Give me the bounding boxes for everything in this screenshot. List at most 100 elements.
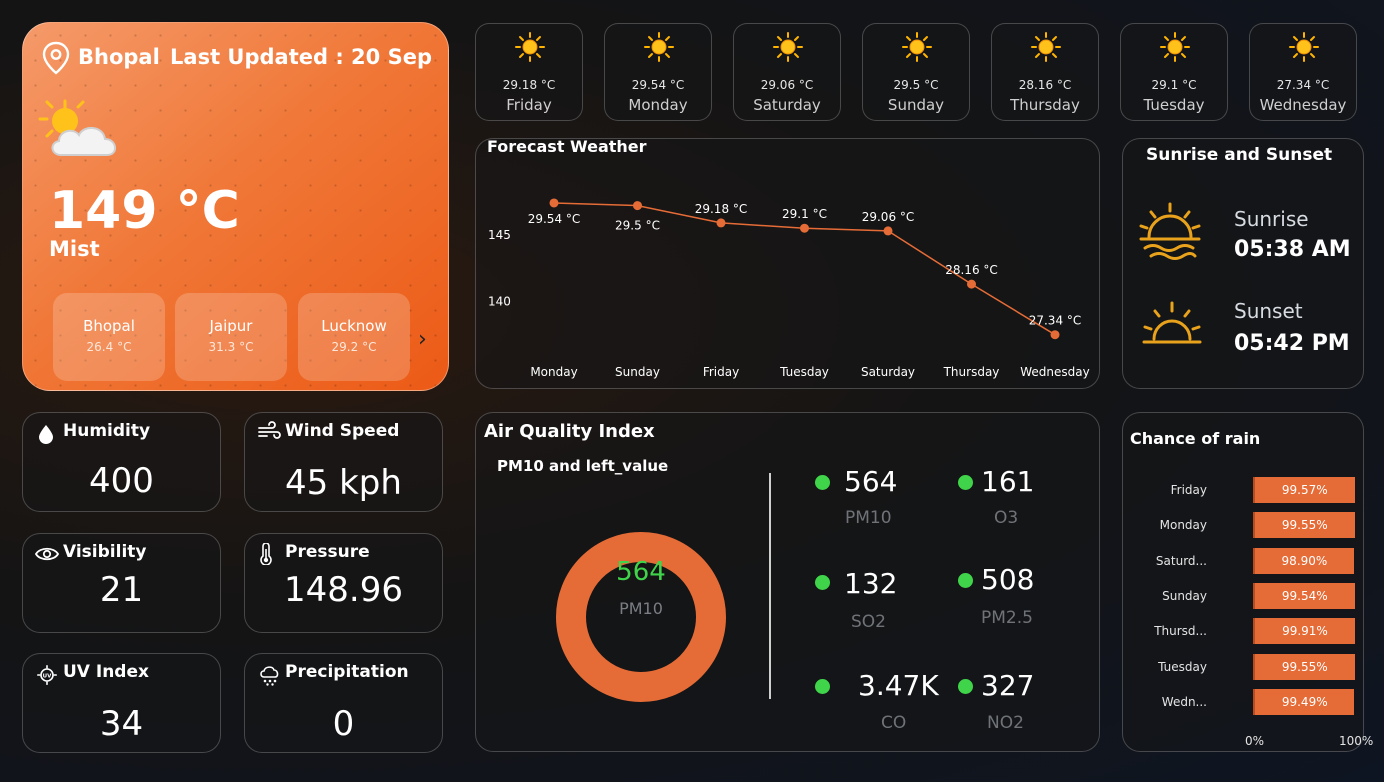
sunset-time: 05:42 PM (1234, 331, 1350, 356)
forecast-point[interactable] (716, 218, 726, 228)
forecast-x-tick-label: Wednesday (1020, 365, 1089, 379)
uv-icon: UV (37, 665, 57, 685)
day-card-tuesday[interactable]: 29.1 °C Tuesday (1120, 23, 1228, 121)
day-name: Thursday (1010, 96, 1080, 114)
humidity-value: 400 (89, 461, 154, 501)
wind-icon (258, 421, 281, 439)
sunrise-sunset-card: Sunrise and Sunset Sunrise 05:38 AM Suns… (1122, 138, 1364, 389)
chevron-right-icon[interactable]: › (418, 327, 427, 352)
city-card-name: Lucknow (321, 317, 387, 335)
rain-category-label: Wedn... (1161, 694, 1207, 709)
day-name: Sunday (887, 96, 945, 114)
wind-speed-value: 45 kph (285, 463, 402, 503)
aqi-name: PM2.5 (981, 608, 1033, 628)
rain-bar[interactable]: 99.54% (1253, 582, 1355, 609)
aqi-value: 564 (844, 465, 898, 498)
forecast-y-tick-label: 145 (488, 228, 511, 242)
day-card-sunday[interactable]: 29.5 °C Sunday (862, 23, 970, 121)
day-card-saturday[interactable]: 29.06 °C Saturday (733, 23, 841, 121)
wind-speed-label: Wind Speed (285, 421, 400, 441)
status-dot (958, 475, 973, 490)
eye-icon (35, 547, 59, 561)
forecast-x-tick-label: Saturday (861, 365, 915, 379)
rain-bar[interactable]: 99.91% (1253, 618, 1355, 645)
aqi-value: 161 (981, 465, 1035, 498)
city-card-bhopal[interactable]: Bhopal 26.4 °C (53, 293, 165, 381)
rain-bar[interactable]: 98.90% (1253, 547, 1354, 574)
forecast-line-chart: 29.54 °C Monday 29.5 °C Sunday 29.18 °C Frida… (488, 198, 1090, 379)
aqi-name: NO2 (987, 713, 1024, 733)
forecast-weather-card: Forecast Weather 29.54 °C Monday 29.5 °C Su… (475, 137, 1100, 389)
visibility-card: Visibility 21 (22, 533, 221, 633)
rain-bar[interactable]: 99.49% (1253, 688, 1355, 715)
aqi-value: 327 (981, 669, 1035, 702)
air-quality-card: Air Quality Index PM10 and left_value 56… (475, 412, 1100, 752)
day-card-thursday[interactable]: 28.16 °C Thursday (991, 23, 1099, 121)
aqi-title: Air Quality Index (484, 421, 655, 442)
city-card-temp: 29.2 °C (331, 340, 377, 354)
forecast-data-label: 29.06 °C (862, 210, 915, 224)
forecast-data-label: 29.18 °C (695, 202, 748, 216)
sunrise-label: Sunrise (1234, 207, 1309, 231)
precipitation-card: Precipitation 0 (244, 653, 443, 753)
forecast-data-label: 29.54 °C (528, 212, 581, 226)
city-card-temp: 26.4 °C (86, 340, 132, 354)
location-city: Bhopal (78, 45, 160, 69)
aqi-value: 132 (844, 567, 898, 600)
aqi-donut-value: 564 (616, 557, 666, 587)
rain-axis-max: 100% (1339, 734, 1374, 748)
partly-cloudy-icon (38, 99, 116, 156)
rain-axis-min: 0% (1245, 734, 1265, 748)
wind-speed-card: Wind Speed 45 kph (244, 412, 443, 512)
status-dot (815, 475, 830, 490)
cloud-rain-icon (260, 666, 279, 686)
forecast-x-tick-label: Sunday (615, 365, 660, 379)
forecast-title: Forecast Weather (487, 137, 647, 156)
pressure-value: 148.96 (284, 570, 403, 610)
day-card-friday[interactable]: 29.18 °C Friday (475, 23, 583, 121)
status-dot (815, 679, 830, 694)
aqi-name: O3 (994, 508, 1019, 528)
city-card-temp: 31.3 °C (208, 340, 254, 354)
city-card-jaipur[interactable]: Jaipur 31.3 °C (175, 293, 287, 381)
forecast-data-label: 29.5 °C (615, 219, 660, 233)
aqi-name: SO2 (851, 612, 886, 632)
aqi-subtitle: PM10 and left_value (497, 457, 669, 475)
last-updated: Last Updated : 20 Sep (170, 45, 432, 69)
status-dot (958, 679, 973, 694)
current-condition: Mist (49, 237, 100, 261)
aqi-value: 508 (981, 563, 1035, 596)
rain-category-label: Sunday (1162, 588, 1207, 603)
forecast-x-tick-label: Monday (530, 365, 577, 379)
day-temp: 29.1 °C (1151, 78, 1197, 92)
day-card-wednesday[interactable]: 27.34 °C Wednesday (1249, 23, 1357, 121)
rain-bar[interactable]: 99.55% (1253, 512, 1355, 539)
pressure-card: Pressure 148.96 (244, 533, 443, 633)
forecast-point[interactable] (633, 201, 642, 211)
forecast-point[interactable] (800, 223, 809, 233)
forecast-data-label: 28.16 °C (945, 263, 998, 277)
humidity-label: Humidity (63, 421, 151, 441)
city-card-lucknow[interactable]: Lucknow 29.2 °C (298, 293, 410, 381)
sun-icon (515, 32, 545, 62)
droplet-icon (39, 425, 53, 444)
location-pin-icon (42, 41, 70, 75)
rain-bar[interactable]: 99.57% (1253, 477, 1355, 503)
rain-category-label: Monday (1159, 518, 1207, 533)
day-temp: 27.34 °C (1276, 78, 1330, 92)
rain-bar[interactable]: 99.55% (1253, 653, 1355, 680)
forecast-point[interactable] (549, 198, 559, 208)
forecast-x-tick-label: Tuesday (779, 365, 829, 379)
aqi-name: CO (881, 713, 907, 733)
current-temperature: 149 °C (49, 181, 240, 241)
status-dot (958, 573, 973, 588)
status-dot (815, 575, 830, 590)
forecast-point[interactable] (883, 226, 893, 236)
visibility-label: Visibility (63, 542, 147, 562)
day-name: Tuesday (1143, 96, 1205, 114)
forecast-point[interactable] (1050, 330, 1060, 340)
rain-category-label: Saturd... (1155, 553, 1207, 568)
sun-icon (1160, 32, 1190, 62)
day-card-monday[interactable]: 29.54 °C Monday (604, 23, 712, 121)
forecast-point[interactable] (967, 279, 976, 289)
